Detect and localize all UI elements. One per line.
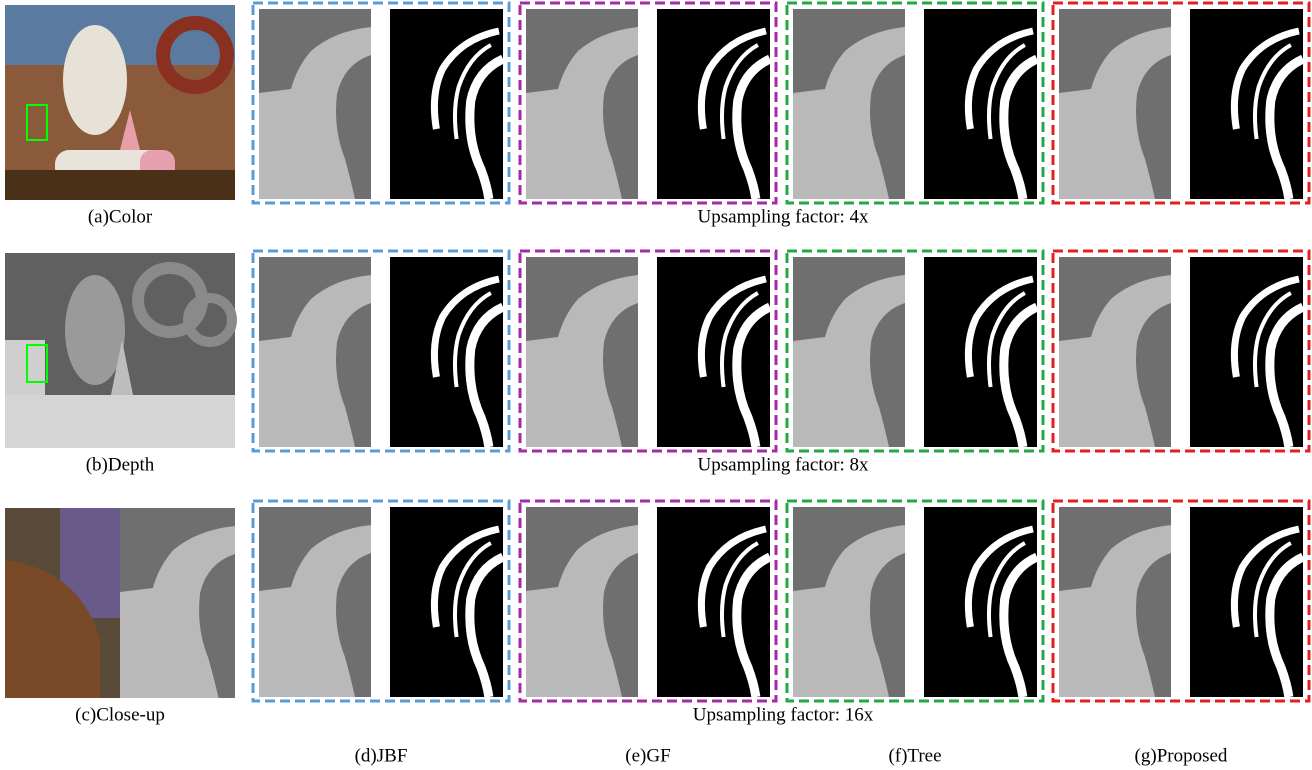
error-image: [390, 507, 503, 697]
result-panel: [520, 251, 776, 451]
depth-image: [1059, 257, 1171, 447]
result-panel: [253, 501, 509, 701]
figure: (a)Color Upsampling factor: 4x (b)Depth Ups…: [0, 0, 1312, 770]
error-image: [1190, 257, 1303, 447]
error-map: [924, 257, 1037, 447]
method-label: (e)GF: [625, 745, 670, 766]
error-image: [924, 9, 1037, 199]
depth-result: [793, 9, 905, 199]
result-panel: [253, 251, 509, 451]
depth-result: [259, 507, 371, 697]
depth-result: [259, 257, 371, 447]
error-map: [1190, 507, 1303, 697]
error-map: [1190, 257, 1303, 447]
row-caption: Upsampling factor: 16x: [693, 704, 874, 725]
closeup-image: [5, 508, 235, 698]
error-map: [390, 257, 503, 447]
result-panel: [787, 501, 1043, 701]
depth-result: [1059, 9, 1171, 199]
error-image: [390, 9, 503, 199]
depth-image: [526, 9, 638, 199]
depth-image: [526, 257, 638, 447]
error-image: [657, 257, 770, 447]
result-panel: [787, 3, 1043, 203]
result-panel: [253, 3, 509, 203]
error-map: [657, 507, 770, 697]
depth-image: [1059, 507, 1171, 697]
depth-result: [1059, 257, 1171, 447]
result-panel: [520, 501, 776, 701]
error-image: [390, 257, 503, 447]
depth-result: [793, 257, 905, 447]
depth-image: [5, 253, 235, 448]
method-label: (d)JBF: [355, 745, 408, 766]
depth-image: [793, 507, 905, 697]
row-label: (a)Color: [88, 206, 153, 227]
depth-image: [526, 507, 638, 697]
error-image: [657, 507, 770, 697]
row-label: (b)Depth: [86, 454, 155, 475]
error-map: [1190, 9, 1303, 199]
depth-image: [1059, 9, 1171, 199]
error-image: [1190, 9, 1303, 199]
error-map: [390, 9, 503, 199]
depth-result: [793, 507, 905, 697]
error-image: [924, 257, 1037, 447]
color-image: [5, 5, 235, 200]
depth-result: [1059, 507, 1171, 697]
error-map: [924, 507, 1037, 697]
result-panel: [1053, 501, 1309, 701]
depth-result: [526, 507, 638, 697]
depth-image: [793, 257, 905, 447]
row-caption: Upsampling factor: 4x: [698, 206, 869, 227]
method-label: (f)Tree: [888, 745, 941, 766]
result-panel: [520, 3, 776, 203]
error-image: [657, 9, 770, 199]
error-image: [924, 507, 1037, 697]
error-map: [657, 9, 770, 199]
depth-result: [259, 9, 371, 199]
row-label: (c)Close-up: [75, 704, 165, 725]
error-map: [390, 507, 503, 697]
result-panel: [787, 251, 1043, 451]
result-panel: [1053, 3, 1309, 203]
error-image: [1190, 507, 1303, 697]
depth-image: [793, 9, 905, 199]
method-label: (g)Proposed: [1135, 745, 1228, 766]
depth-image: [259, 9, 371, 199]
depth-result: [526, 9, 638, 199]
result-panel: [1053, 251, 1309, 451]
error-map: [924, 9, 1037, 199]
error-map: [657, 257, 770, 447]
row-caption: Upsampling factor: 8x: [698, 454, 869, 475]
depth-image: [259, 507, 371, 697]
depth-image: [259, 257, 371, 447]
depth-result: [526, 257, 638, 447]
